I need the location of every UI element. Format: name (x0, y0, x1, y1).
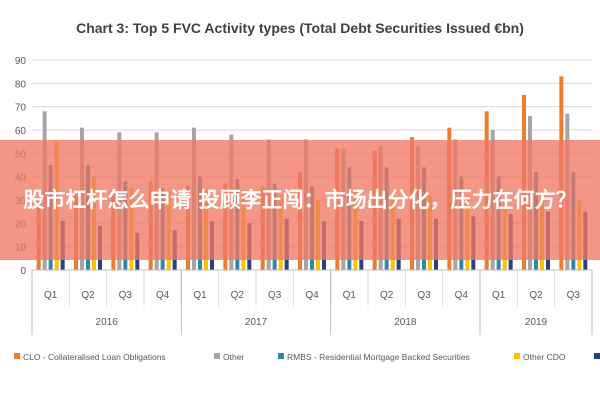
y-tick-label: 70 (15, 103, 27, 114)
x-tick-label: Q3 (268, 290, 282, 301)
x-tick-label: Q2 (231, 290, 245, 301)
x-tick-label: Q4 (455, 290, 469, 301)
legend-label: RMBS - Residential Mortgage Backed Secur… (287, 352, 470, 362)
legend-label: CLO - Collateralised Loan Obligations (23, 352, 166, 362)
legend-swatch (278, 353, 284, 359)
legend-label: Other (223, 352, 244, 362)
y-tick-label: 80 (15, 79, 27, 90)
y-tick-label: 90 (15, 56, 27, 67)
x-tick-label: Q3 (567, 290, 581, 301)
x-axis: Q1 Q2 Q3 Q4 Q1 Q2 Q3 Q4 Q1 Q2 Q3 Q4 Q1 Q2 Q3 2016 2017 20… (31, 269, 593, 335)
legend-label: Other CDO (523, 352, 566, 362)
chart-title: Chart 3: Top 5 FVC Activity types (Total… (76, 20, 524, 36)
x-year-label: 2018 (394, 317, 417, 328)
x-year-label: 2019 (525, 317, 548, 328)
y-tick-label: 0 (20, 266, 26, 277)
legend: CLO - Collateralised Loan Obligations Oth… (14, 352, 600, 362)
x-tick-label: Q3 (417, 290, 431, 301)
x-tick-label: Q1 (44, 290, 58, 301)
x-tick-label: Q2 (529, 290, 543, 301)
x-year-label: 2016 (96, 317, 119, 328)
x-tick-label: Q4 (156, 290, 170, 301)
x-tick-label: Q1 (492, 290, 506, 301)
overlay-headline: 股市杠杆怎么申请 投顾李正闯：市场出分化，压力在何方？ (23, 188, 577, 212)
x-tick-label: Q2 (81, 290, 95, 301)
y-tick-label: 60 (15, 126, 27, 137)
x-tick-label: Q2 (380, 290, 394, 301)
x-year-label: 2017 (245, 317, 268, 328)
x-tick-label: Q1 (343, 290, 357, 301)
legend-swatch (594, 353, 600, 359)
x-tick-label: Q1 (193, 290, 207, 301)
x-tick-label: Q4 (305, 290, 319, 301)
overlay-banner: 股市杠杆怎么申请 投顾李正闯：市场出分化，压力在何方？ (0, 140, 600, 260)
legend-swatch (214, 353, 220, 359)
legend-swatch (514, 353, 520, 359)
x-tick-label: Q3 (119, 290, 133, 301)
legend-swatch (14, 353, 20, 359)
